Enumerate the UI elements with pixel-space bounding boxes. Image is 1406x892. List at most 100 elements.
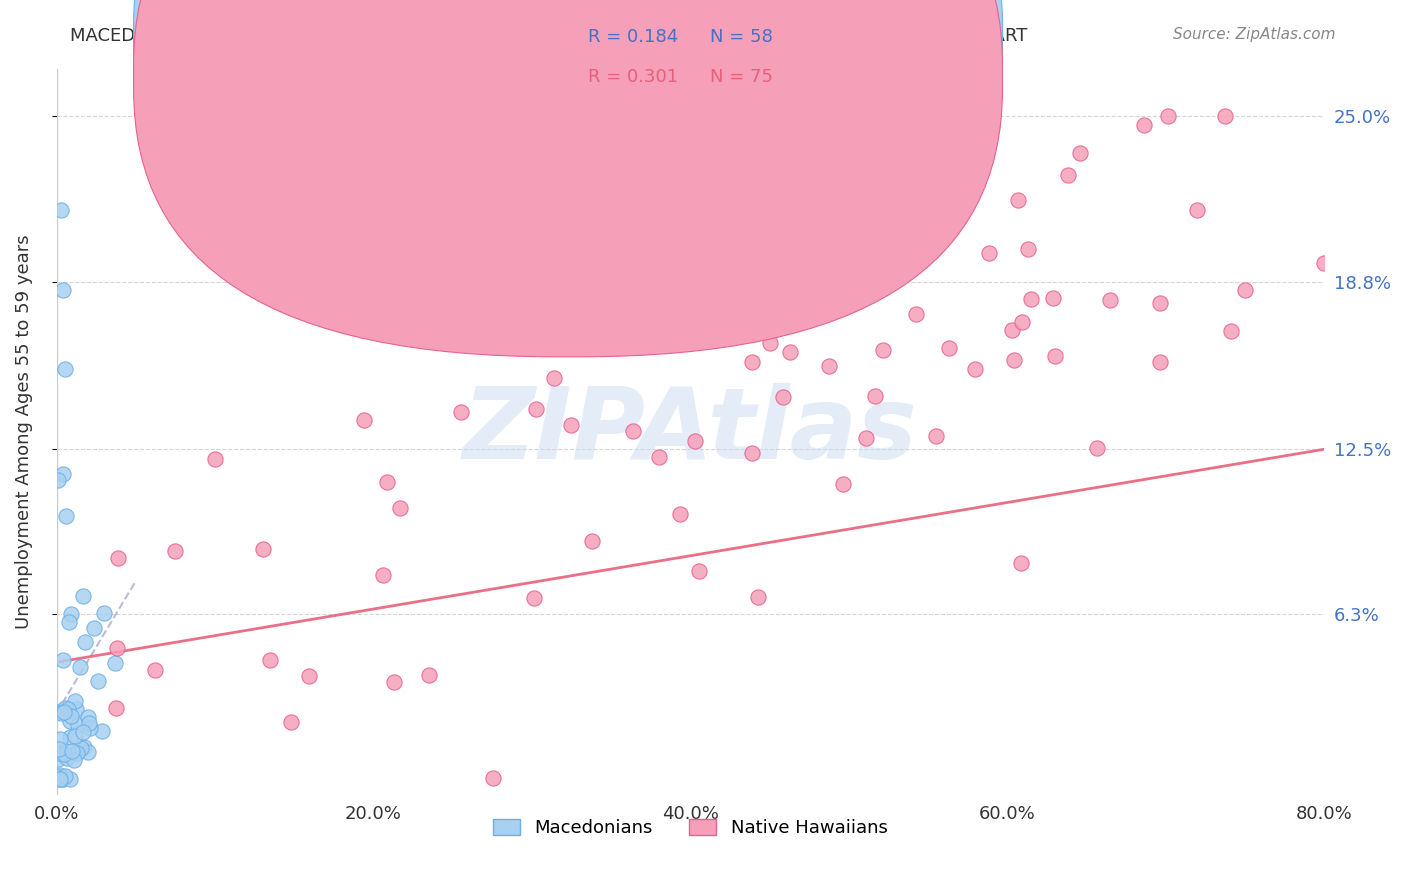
Native Hawaiians: [143, 663, 166, 677]
Macedonians: [86, 673, 108, 688]
Native Hawaiians: [741, 354, 763, 368]
Macedonians: [53, 362, 76, 376]
Macedonians: [48, 770, 70, 784]
Macedonians: [56, 702, 79, 716]
Legend: Macedonians, Native Hawaiians: Macedonians, Native Hawaiians: [486, 812, 894, 845]
Native Hawaiians: [938, 342, 960, 356]
Macedonians: [73, 635, 96, 649]
Native Hawaiians: [389, 500, 412, 515]
Native Hawaiians: [1149, 295, 1171, 310]
Macedonians: [55, 700, 77, 714]
Native Hawaiians: [965, 362, 987, 376]
Native Hawaiians: [440, 284, 463, 298]
Native Hawaiians: [790, 281, 813, 295]
Macedonians: [72, 725, 94, 739]
Native Hawaiians: [669, 507, 692, 521]
Native Hawaiians: [851, 171, 873, 186]
Native Hawaiians: [259, 653, 281, 667]
Native Hawaiians: [165, 544, 187, 558]
Macedonians: [77, 716, 100, 731]
Native Hawaiians: [418, 668, 440, 682]
Macedonians: [104, 657, 127, 671]
Native Hawaiians: [1043, 349, 1066, 363]
Macedonians: [55, 508, 77, 523]
Macedonians: [83, 622, 105, 636]
Y-axis label: Unemployment Among Ages 55 to 59 years: Unemployment Among Ages 55 to 59 years: [15, 235, 32, 629]
Macedonians: [52, 467, 75, 482]
Native Hawaiians: [1017, 242, 1039, 256]
Macedonians: [51, 704, 73, 718]
Macedonians: [66, 717, 89, 731]
Native Hawaiians: [872, 343, 894, 358]
Native Hawaiians: [382, 675, 405, 690]
Native Hawaiians: [621, 424, 644, 438]
Native Hawaiians: [1069, 146, 1091, 161]
Native Hawaiians: [1313, 256, 1336, 270]
Native Hawaiians: [523, 591, 546, 606]
Native Hawaiians: [905, 307, 928, 321]
Native Hawaiians: [747, 591, 769, 605]
Macedonians: [46, 772, 69, 786]
Native Hawaiians: [543, 370, 565, 384]
Macedonians: [49, 706, 72, 720]
Macedonians: [73, 739, 96, 754]
Macedonians: [77, 745, 100, 759]
Native Hawaiians: [863, 389, 886, 403]
Native Hawaiians: [524, 402, 547, 417]
Native Hawaiians: [1156, 110, 1178, 124]
Native Hawaiians: [779, 345, 801, 359]
Macedonians: [72, 589, 94, 603]
Text: MACEDONIAN VS NATIVE HAWAIIAN UNEMPLOYMENT AMONG AGES 55 TO 59 YEARS CORRELATION: MACEDONIAN VS NATIVE HAWAIIAN UNEMPLOYME…: [70, 27, 1028, 45]
Native Hawaiians: [1213, 110, 1236, 124]
Macedonians: [52, 283, 75, 297]
Macedonians: [93, 606, 115, 620]
Macedonians: [63, 753, 86, 767]
Macedonians: [48, 742, 70, 756]
Native Hawaiians: [1001, 323, 1024, 337]
Native Hawaiians: [648, 450, 671, 464]
Native Hawaiians: [280, 714, 302, 729]
Macedonians: [63, 694, 86, 708]
Native Hawaiians: [855, 431, 877, 445]
Macedonians: [48, 746, 70, 760]
Macedonians: [46, 752, 69, 766]
Native Hawaiians: [1042, 291, 1064, 305]
Native Hawaiians: [1085, 442, 1108, 456]
Native Hawaiians: [977, 245, 1000, 260]
Macedonians: [63, 747, 86, 761]
Macedonians: [65, 702, 87, 716]
Macedonians: [58, 615, 80, 630]
Native Hawaiians: [1010, 557, 1032, 571]
Macedonians: [91, 723, 114, 738]
Native Hawaiians: [688, 564, 710, 578]
Native Hawaiians: [925, 428, 948, 442]
Macedonians: [49, 772, 72, 786]
Native Hawaiians: [693, 293, 716, 307]
Native Hawaiians: [1233, 283, 1256, 297]
Native Hawaiians: [1011, 315, 1033, 329]
Macedonians: [60, 607, 83, 621]
Native Hawaiians: [741, 446, 763, 460]
Native Hawaiians: [1007, 194, 1029, 208]
Native Hawaiians: [831, 152, 853, 166]
Macedonians: [79, 721, 101, 735]
Native Hawaiians: [560, 417, 582, 432]
Text: R = 0.184: R = 0.184: [588, 29, 678, 46]
Macedonians: [49, 768, 72, 782]
Native Hawaiians: [772, 390, 794, 404]
Macedonians: [56, 751, 79, 765]
Macedonians: [52, 747, 75, 762]
Macedonians: [49, 772, 72, 786]
Native Hawaiians: [105, 640, 128, 655]
Macedonians: [53, 769, 76, 783]
Native Hawaiians: [375, 475, 398, 490]
Macedonians: [53, 705, 76, 719]
Macedonians: [59, 714, 82, 728]
Macedonians: [59, 731, 82, 745]
Native Hawaiians: [662, 308, 685, 322]
Macedonians: [76, 710, 98, 724]
Text: ZIPAtlas: ZIPAtlas: [463, 384, 918, 481]
Native Hawaiians: [482, 771, 505, 785]
Native Hawaiians: [107, 551, 129, 566]
Native Hawaiians: [685, 434, 707, 448]
